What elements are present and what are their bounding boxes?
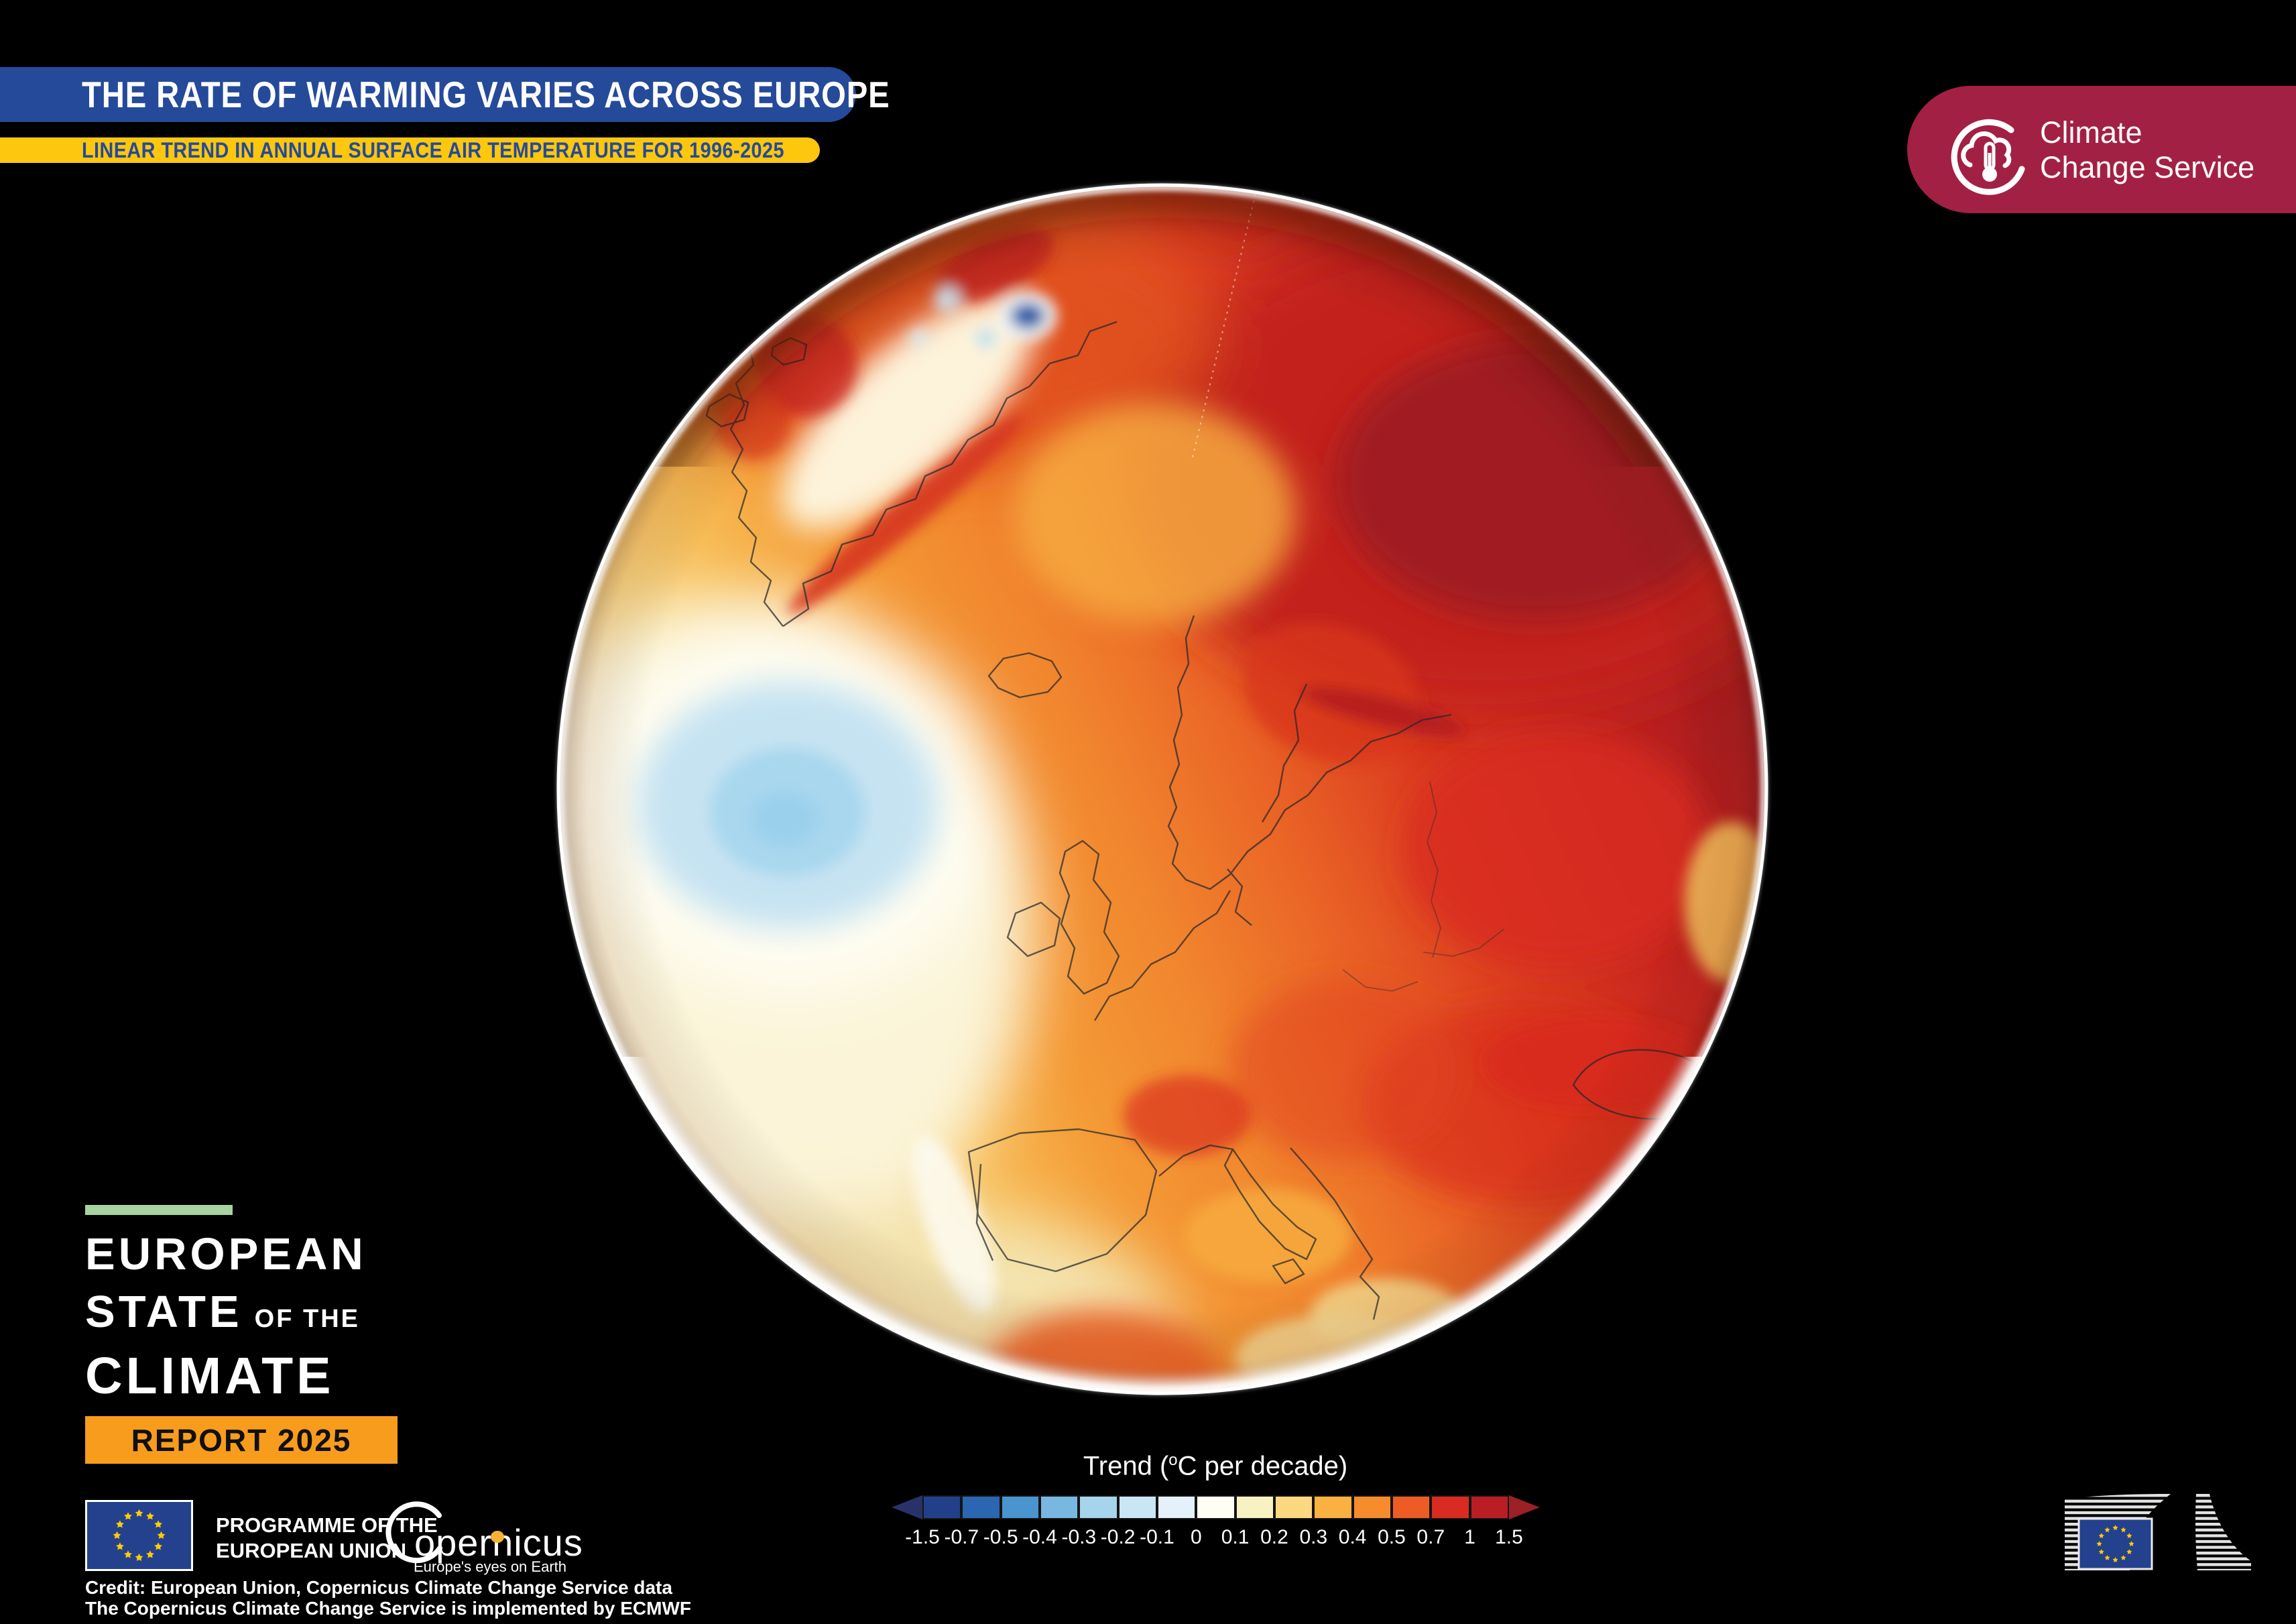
page-title: THE RATE OF WARMING VARIES ACROSS EUROPE bbox=[82, 74, 890, 115]
legend-segment bbox=[1352, 1495, 1392, 1519]
esotc-wordmark: EUROPEAN STATE OF THE CLIMATE bbox=[85, 1224, 367, 1405]
ccs-badge-label: Climate Change Service bbox=[2040, 115, 2254, 185]
legend-tick: 0 bbox=[1190, 1526, 1202, 1548]
legend-tick: 1 bbox=[1464, 1526, 1475, 1548]
legend-colorbar bbox=[892, 1495, 1540, 1519]
legend-tick: 0.4 bbox=[1338, 1526, 1367, 1548]
credit-text: Credit: European Union, Copernicus Clima… bbox=[85, 1577, 691, 1619]
eu-flag bbox=[85, 1500, 193, 1571]
esotc-line1: EUROPEAN bbox=[85, 1229, 367, 1279]
esotc-line2b: OF THE bbox=[254, 1305, 360, 1333]
esotc-line3: CLIMATE bbox=[85, 1347, 335, 1405]
copernicus-c-swoosh bbox=[385, 1501, 442, 1564]
legend-tick: -0.5 bbox=[983, 1526, 1018, 1548]
legend-title: Trend (oC per decade) bbox=[1083, 1451, 1348, 1481]
esotc-line2: STATE bbox=[85, 1287, 243, 1337]
legend-tick: -0.7 bbox=[944, 1526, 979, 1548]
rim-vignette bbox=[558, 185, 1766, 1393]
globe-rim bbox=[556, 183, 1768, 1395]
legend-segment bbox=[1469, 1495, 1509, 1519]
ccs-line1: Climate bbox=[2040, 115, 2142, 150]
legend-segment bbox=[1196, 1495, 1235, 1519]
legend-arrow-right bbox=[1508, 1495, 1540, 1519]
globe-soft-rim bbox=[558, 184, 1767, 1394]
colorbar-legend: Trend (oC per decade) -1.5 -0.7 -0.5 -0.4 -0… bbox=[892, 1451, 1540, 1548]
ec-building-right bbox=[2195, 1494, 2251, 1570]
copernicus-logo: opernicus Europe's eyes on Earth bbox=[385, 1501, 583, 1575]
legend-tick: -0.4 bbox=[1022, 1526, 1057, 1548]
legend-segment bbox=[1313, 1495, 1353, 1519]
legend-segment bbox=[1274, 1495, 1314, 1519]
legend-tick: -0.3 bbox=[1061, 1526, 1097, 1548]
globe-temperature-trend-map bbox=[556, 183, 1768, 1395]
legend-arrow-left bbox=[892, 1495, 922, 1519]
rim-top-shadow bbox=[558, 185, 1766, 467]
cloud-thermometer-icon bbox=[1951, 119, 2025, 195]
legend-segment bbox=[1431, 1495, 1470, 1519]
legend-segment bbox=[1000, 1495, 1040, 1519]
legend-tick: -1.5 bbox=[905, 1526, 940, 1548]
legend-segment bbox=[1156, 1495, 1197, 1519]
european-commission-logo bbox=[2065, 1494, 2251, 1570]
report-2025-banner: REPORT 2025 bbox=[85, 1416, 398, 1464]
legend-tick: -0.1 bbox=[1140, 1526, 1174, 1548]
subtitle-banner: LINEAR TREND IN ANNUAL SURFACE AIR TEMPE… bbox=[0, 137, 820, 163]
ccs-line2: Change Service bbox=[2040, 150, 2255, 184]
programme-label: PROGRAMME OF THE EUROPEAN UNION bbox=[216, 1513, 438, 1564]
esotc-accent-bar bbox=[85, 1205, 233, 1215]
legend-segment bbox=[922, 1495, 962, 1519]
page-subtitle: LINEAR TREND IN ANNUAL SURFACE AIR TEMPE… bbox=[82, 137, 784, 162]
copernicus-satellite-dot bbox=[491, 1531, 504, 1543]
legend-segment bbox=[1039, 1495, 1079, 1519]
climate-change-service-badge: Climate Change Service bbox=[1907, 86, 2296, 213]
legend-segment bbox=[961, 1495, 1001, 1519]
legend-segment bbox=[1079, 1495, 1118, 1519]
eu-flag-stars bbox=[113, 1509, 166, 1562]
legend-ticks: -1.5 -0.7 -0.5 -0.4 -0.3 -0.2 -0.1 0 0.1 0.2 0.3 0.… bbox=[892, 1526, 1539, 1550]
legend-bar-segments bbox=[922, 1495, 1509, 1519]
title-banner: THE RATE OF WARMING VARIES ACROSS EUROPE bbox=[0, 67, 890, 122]
programme-line2: EUROPEAN UNION bbox=[216, 1539, 407, 1562]
legend-tick: 0.7 bbox=[1416, 1526, 1445, 1548]
legend-segment bbox=[1117, 1495, 1157, 1519]
legend-tick: 0.3 bbox=[1299, 1526, 1328, 1548]
legend-segment bbox=[1235, 1495, 1274, 1519]
report-2025-label: REPORT 2025 bbox=[131, 1422, 352, 1458]
legend-tick: -0.2 bbox=[1100, 1526, 1136, 1548]
copernicus-tagline: Europe's eyes on Earth bbox=[414, 1558, 566, 1575]
ec-flag-stars bbox=[2096, 1525, 2134, 1562]
legend-tick: 0.5 bbox=[1378, 1526, 1406, 1548]
legend-tick: 1.5 bbox=[1495, 1526, 1523, 1548]
legend-tick: 0.2 bbox=[1260, 1526, 1288, 1548]
programme-line1: PROGRAMME OF THE bbox=[216, 1513, 438, 1537]
credit-line1: Credit: European Union, Copernicus Clima… bbox=[85, 1577, 672, 1598]
credit-line2: The Copernicus Climate Change Service is… bbox=[85, 1598, 691, 1619]
legend-segment bbox=[1391, 1495, 1431, 1519]
legend-tick: 0.1 bbox=[1221, 1526, 1250, 1548]
